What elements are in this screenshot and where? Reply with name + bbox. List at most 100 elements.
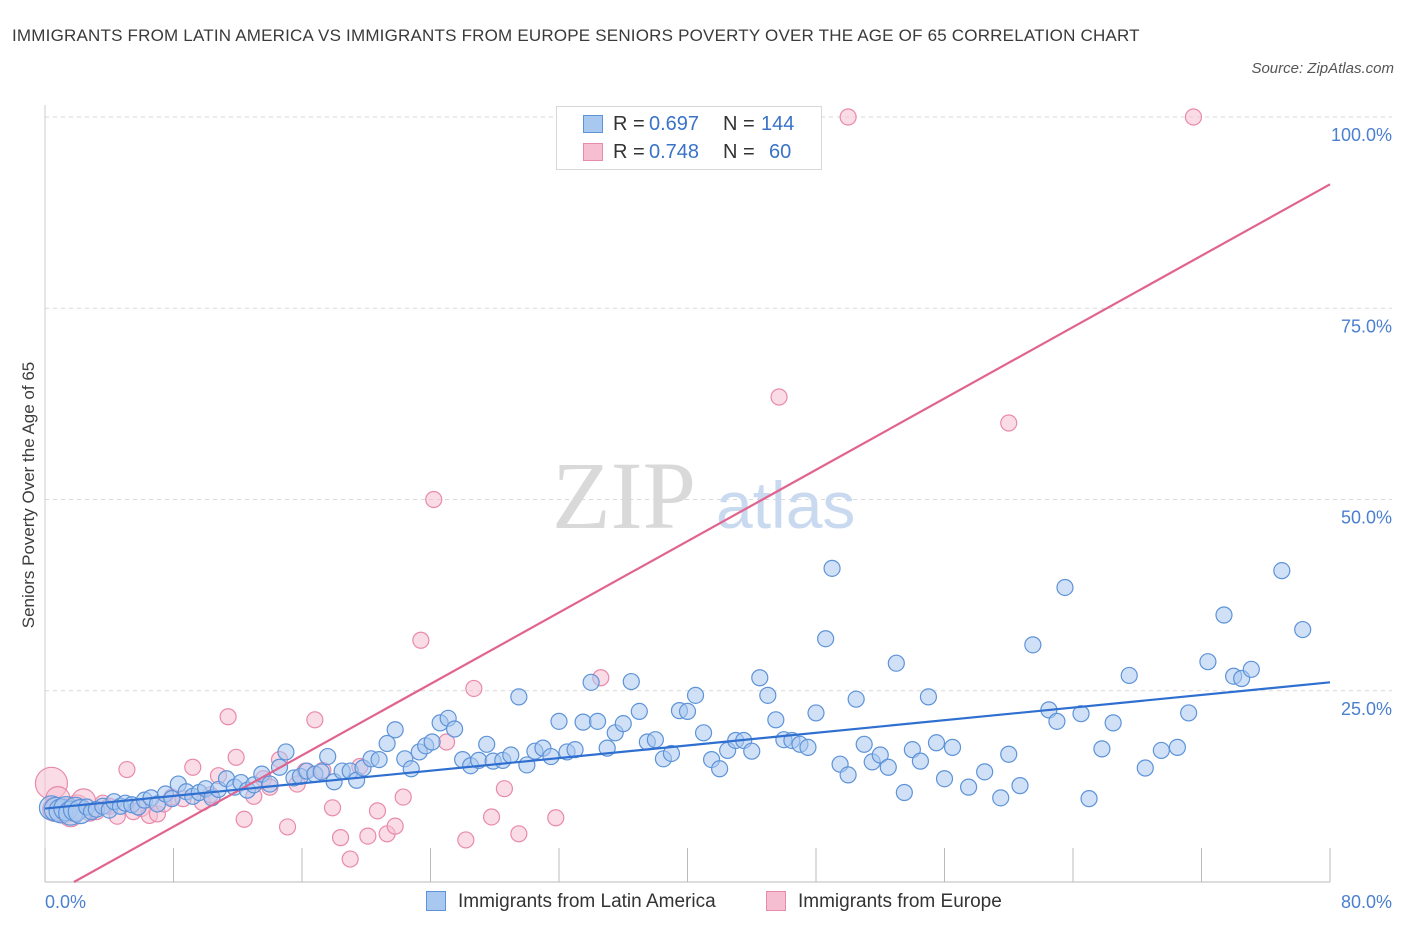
europe-trend-line: [73, 183, 1331, 883]
series-legend-europe: Immigrants from Europe: [766, 888, 1002, 916]
latin-point: [370, 750, 388, 769]
watermark: ZIP atlas: [552, 442, 855, 549]
legend-r-label: R =: [613, 141, 645, 163]
latin-point: [992, 789, 1010, 807]
latin-point: [943, 738, 962, 756]
latin-point: [1120, 666, 1138, 685]
y-tick-label: 100.0%: [1331, 125, 1392, 145]
latin-point: [510, 688, 528, 706]
latin-point: [751, 669, 769, 687]
latin-point: [277, 743, 295, 761]
latin-point: [919, 688, 938, 706]
latin-point: [622, 672, 640, 691]
latin-point: [402, 760, 420, 778]
latin-point: [445, 720, 464, 738]
europe-point: [359, 827, 377, 845]
latin-point: [799, 738, 817, 756]
latin-point: [566, 741, 584, 759]
axes: [44, 105, 1331, 883]
latin-point: [163, 790, 181, 808]
europe-point: [331, 829, 350, 847]
correlation-legend: R = 0.697 N = 144 R = 0.748 N = 60: [556, 106, 822, 170]
europe-point: [547, 809, 565, 827]
latin-point: [1294, 620, 1312, 639]
latin-point: [319, 747, 337, 766]
trend-lines: [44, 183, 1331, 883]
series-label-latin: Immigrants from Latin America: [458, 891, 716, 912]
x-tick-label: 0.0%: [45, 892, 86, 912]
chart-title: IMMIGRANTS FROM LATIN AMERICA VS IMMIGRA…: [12, 26, 1140, 45]
latin-point: [759, 686, 777, 704]
legend-r-label: R =: [613, 113, 645, 135]
latin-point: [662, 744, 681, 763]
legend-swatch-europe: [583, 143, 603, 161]
watermark-zip: ZIP: [552, 442, 696, 549]
europe-point: [770, 388, 788, 406]
legend-r-value: 0.697: [649, 113, 700, 135]
europe-point: [235, 810, 253, 828]
latin-point: [959, 778, 978, 796]
europe-point: [278, 818, 297, 836]
latin-point: [686, 686, 705, 704]
latin-point: [935, 770, 954, 788]
latin-point: [502, 746, 520, 764]
latin-point: [574, 713, 592, 731]
latin-point: [1048, 712, 1066, 730]
latin-point: [630, 702, 648, 721]
europe-point: [482, 808, 501, 826]
latin-series-points: [38, 559, 1312, 826]
legend-n-label: N =: [723, 113, 755, 135]
europe-point: [306, 711, 324, 729]
watermark-atlas: atlas: [716, 468, 855, 542]
europe-point: [510, 825, 528, 843]
latin-point: [646, 731, 664, 749]
latin-point: [927, 734, 946, 752]
y-tick-label: 25.0%: [1341, 699, 1392, 719]
europe-point: [1000, 414, 1018, 432]
latin-point: [1136, 759, 1154, 777]
latin-point: [711, 760, 729, 778]
latin-point: [1168, 738, 1187, 756]
legend-n-value: 144: [761, 113, 795, 135]
gridlines: [45, 116, 1392, 692]
x-tick-label: 80.0%: [1341, 892, 1392, 912]
latin-point: [1024, 636, 1042, 654]
latin-point: [823, 559, 841, 577]
latin-point: [694, 724, 713, 742]
europe-point: [495, 780, 513, 798]
latin-point: [767, 711, 785, 729]
latin-point: [1093, 740, 1111, 758]
latin-point: [911, 752, 930, 770]
europe-point: [839, 108, 857, 126]
y-tick-label: 75.0%: [1341, 316, 1392, 336]
europe-point: [386, 817, 404, 835]
legend-r-value: 0.748: [649, 141, 700, 163]
latin-point: [847, 690, 865, 708]
latin-point: [1199, 653, 1217, 671]
europe-point: [219, 708, 237, 726]
latin-point: [614, 715, 632, 733]
latin-point: [478, 735, 496, 753]
latin-point: [976, 763, 994, 781]
europe-point: [341, 850, 359, 868]
europe-point: [394, 788, 412, 806]
latin-point: [261, 775, 279, 793]
y-axis-title: Seniors Poverty Over the Age of 65: [19, 362, 38, 628]
series-label-europe: Immigrants from Europe: [798, 891, 1002, 912]
latin-point: [1180, 704, 1198, 722]
latin-point: [1215, 606, 1233, 624]
legend-n-label: N =: [723, 141, 755, 163]
europe-point: [1184, 108, 1203, 126]
latin-point: [817, 630, 835, 648]
series-swatch-europe: [766, 891, 786, 911]
europe-point: [227, 748, 245, 766]
legend-n-value: 60: [769, 141, 792, 163]
latin-point: [312, 763, 330, 781]
latin-point: [743, 742, 761, 760]
europe-point: [412, 631, 430, 649]
europe-point: [465, 679, 483, 698]
europe-point: [323, 799, 342, 817]
latin-point: [1056, 578, 1074, 597]
latin-point: [1242, 660, 1260, 678]
